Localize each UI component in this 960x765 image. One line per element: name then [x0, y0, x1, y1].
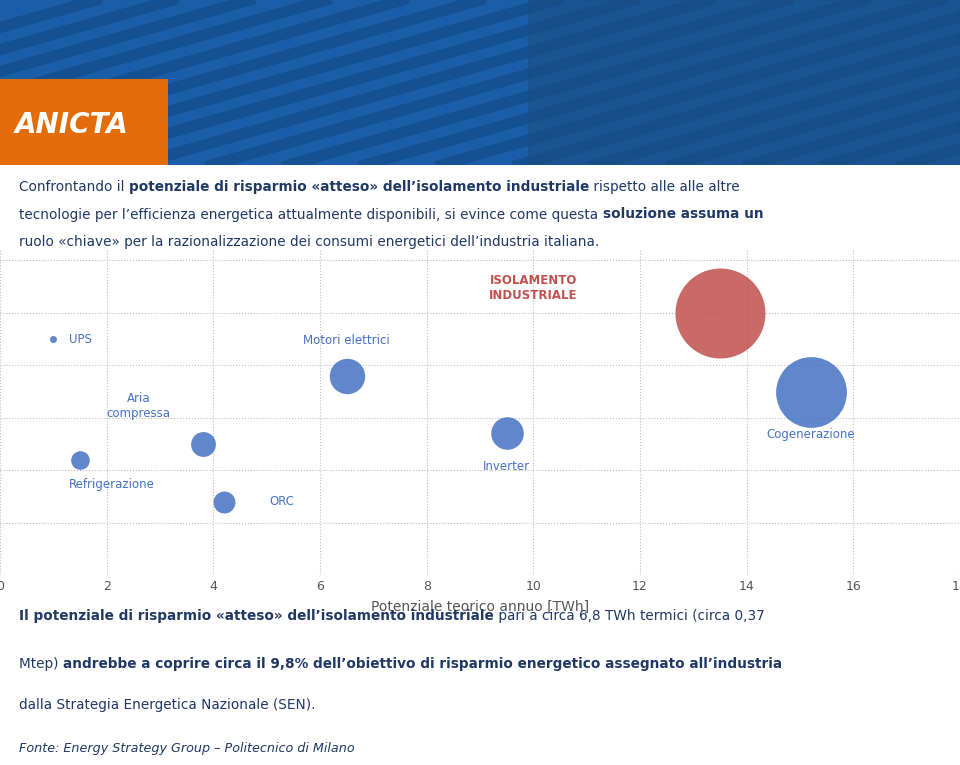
Point: [712, 307, 728, 319]
Point: [216, 496, 231, 508]
Text: Fonte: Energy Strategy Group – Politecnico di Milano: Fonte: Energy Strategy Group – Politecni…: [19, 742, 355, 755]
Text: tecnologie per l’efficienza energetica attualmente disponibili, si evince come q: tecnologie per l’efficienza energetica a…: [19, 207, 603, 222]
Text: ruolo «chiave» per la razionalizzazione dei consumi energetici dell’industria it: ruolo «chiave» per la razionalizzazione …: [19, 235, 599, 249]
Text: andrebbe a coprire circa il 9,8% dell’obiettivo di risparmio energetico assegnat: andrebbe a coprire circa il 9,8% dell’ob…: [63, 656, 782, 671]
Point: [72, 454, 87, 466]
Text: ORC: ORC: [270, 495, 295, 508]
Text: Motori elettrici: Motori elettrici: [303, 334, 390, 347]
Text: soluzione assuma un: soluzione assuma un: [603, 207, 763, 222]
Text: pari a circa 6,8 TWh termici (circa 0,37: pari a circa 6,8 TWh termici (circa 0,37: [494, 609, 765, 623]
Text: Confrontando il: Confrontando il: [19, 181, 129, 194]
Text: Mtep): Mtep): [19, 656, 63, 671]
Text: Refrigerazione: Refrigerazione: [69, 478, 156, 491]
Text: Il potenziale di risparmio «atteso» dell’isolamento industriale: Il potenziale di risparmio «atteso» dell…: [19, 609, 494, 623]
Text: Inverter: Inverter: [483, 460, 530, 473]
Point: [803, 386, 818, 398]
Text: potenziale di risparmio «atteso» dell’isolamento industriale: potenziale di risparmio «atteso» dell’is…: [129, 181, 589, 194]
Text: dalla Strategia Energetica Nazionale (SEN).: dalla Strategia Energetica Nazionale (SE…: [19, 698, 316, 712]
Text: ANICTA: ANICTA: [14, 112, 128, 139]
Text: ISOLAMENTO
INDUSTRIALE: ISOLAMENTO INDUSTRIALE: [489, 275, 578, 302]
Point: [195, 438, 210, 450]
Text: rispetto alle alle altre: rispetto alle alle altre: [589, 181, 740, 194]
Point: [46, 333, 61, 345]
Point: [339, 369, 354, 382]
Point: [499, 428, 515, 440]
Text: UPS: UPS: [69, 333, 92, 346]
Text: Aria
compressa: Aria compressa: [107, 392, 171, 420]
X-axis label: Potenziale teorico annuo [TWh]: Potenziale teorico annuo [TWh]: [371, 600, 589, 614]
Text: Cogenerazione: Cogenerazione: [766, 428, 855, 441]
